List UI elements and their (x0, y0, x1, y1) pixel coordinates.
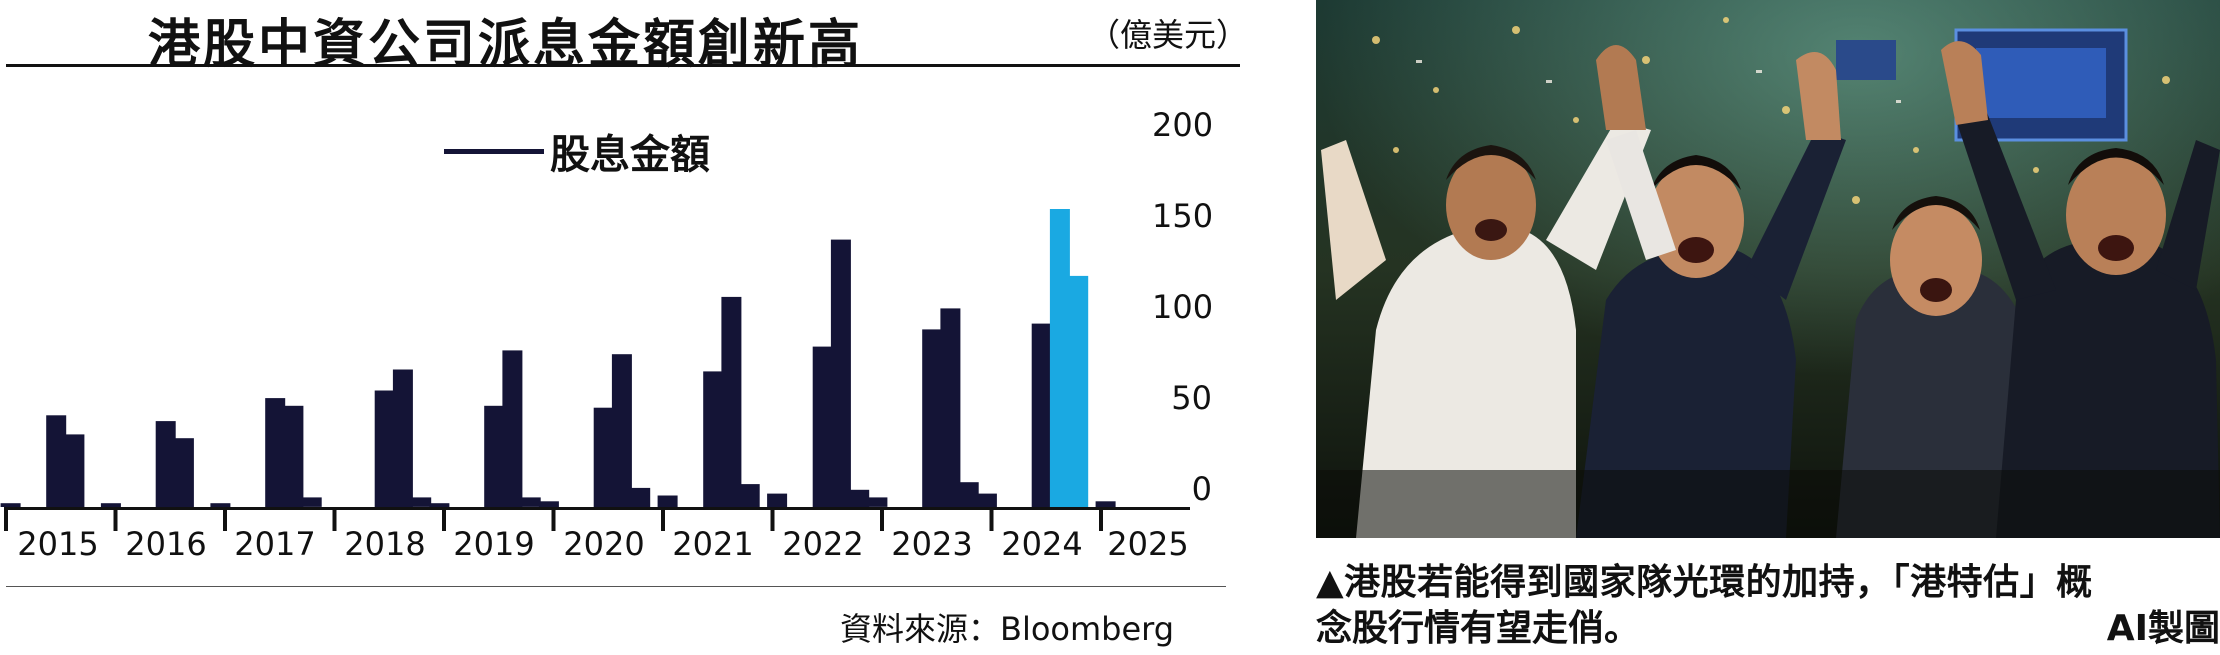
trading-floor-photo (1316, 0, 2220, 538)
bar-2016-6 (155, 421, 176, 508)
bar-2015-12 (100, 503, 121, 507)
bar-2019-12 (538, 501, 559, 507)
bar-2018-6 (374, 390, 395, 507)
bar-2020-8 (611, 354, 632, 507)
x-tick-label: 2017 (234, 525, 316, 563)
x-tick-label: 2015 (17, 525, 99, 563)
bar-2024-6 (1031, 323, 1052, 507)
chart-legend: 股息金額 (444, 122, 710, 180)
y-tick-label: 150 (1152, 197, 1214, 235)
bar-2015-8 (64, 434, 85, 507)
bar-2017-10 (301, 497, 322, 507)
caption-line-1: ▲港股若能得到國家隊光環的加持，「港特估」概 (1316, 562, 2093, 603)
bar-2016-12 (210, 503, 231, 507)
bar-2022-12 (867, 497, 888, 507)
bar-2016-8 (173, 438, 194, 507)
bar-2024-10 (1068, 275, 1089, 507)
bar-2022-1 (767, 493, 788, 507)
bar-2023-8 (940, 308, 961, 507)
bar-2021-8 (721, 296, 742, 507)
bar-2019-10 (520, 497, 541, 507)
unit-label: （億美元） (1088, 16, 1249, 54)
bar-2015-1 (0, 503, 21, 507)
bar-2023-10 (958, 482, 979, 507)
legend-line-swatch (444, 148, 544, 154)
x-tick-label: 2019 (453, 525, 535, 563)
title-divider (6, 64, 1240, 67)
bar-2019-8 (502, 350, 523, 507)
caption-line-2: 念股行情有望走俏。 (1316, 608, 1641, 649)
bar-2018-12 (429, 503, 450, 507)
x-tick-label: 2016 (125, 525, 207, 563)
bar-2022-8 (830, 239, 851, 507)
data-source: 資料來源：Bloomberg (840, 610, 1175, 648)
y-tick-label: 200 (1152, 106, 1214, 144)
x-tick-label: 2020 (563, 525, 645, 563)
bar-2022-10 (849, 489, 870, 507)
bar-2020-6 (593, 407, 614, 507)
y-tick-label: 100 (1152, 288, 1214, 326)
source-divider (6, 586, 1226, 587)
photo-credit: AI製圖 (2106, 608, 2220, 649)
legend-label: 股息金額 (550, 132, 710, 178)
bar-2025-1 (1095, 501, 1116, 507)
bar-2021-6 (703, 371, 724, 507)
bar-2022-6 (812, 346, 833, 507)
x-tick-label: 2024 (1001, 525, 1083, 563)
bar-2023-6 (922, 329, 943, 507)
y-tick-label: 0 (1191, 470, 1212, 508)
x-tick-label: 2023 (891, 525, 973, 563)
bar-2020-10 (630, 487, 651, 507)
caption-line-2-row: 念股行情有望走俏。 AI製圖 (1316, 606, 2220, 652)
bar-2018-8 (392, 369, 413, 507)
x-tick-label: 2022 (782, 525, 864, 563)
bar-chart (0, 209, 1190, 531)
photo-caption: ▲港股若能得到國家隊光環的加持，「港特估」概 念股行情有望走俏。 AI製圖 (1316, 560, 2220, 652)
bar-2024-8 (1049, 209, 1070, 507)
bar-2019-6 (484, 405, 505, 507)
bar-2021-1 (657, 495, 678, 507)
bar-2023-12 (976, 493, 997, 507)
x-tick-label: 2025 (1107, 525, 1189, 563)
bar-2018-10 (411, 497, 432, 507)
y-tick-label: 50 (1171, 379, 1212, 417)
bar-2021-10 (739, 484, 760, 507)
bar-2017-6 (265, 398, 286, 507)
bar-2015-6 (46, 415, 67, 507)
x-tick-label: 2021 (672, 525, 754, 563)
bar-2017-8 (283, 405, 304, 507)
x-tick-label: 2018 (344, 525, 426, 563)
